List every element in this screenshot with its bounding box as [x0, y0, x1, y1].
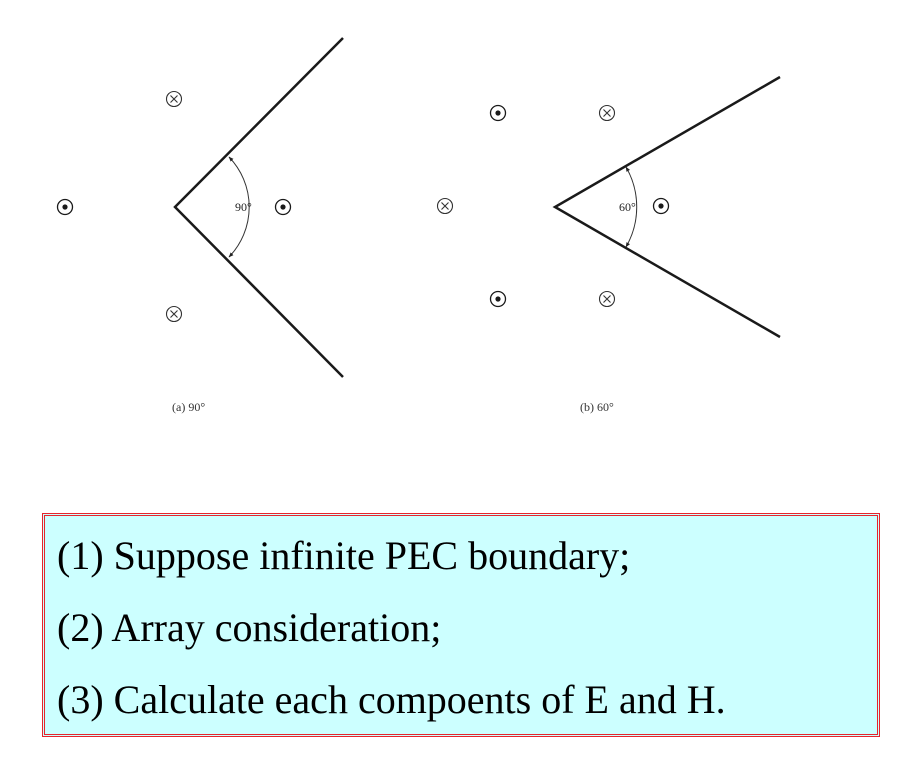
step-3: (3) Calculate each compoents of E and H.: [57, 677, 726, 722]
source-dot-b1: [489, 104, 507, 122]
step-1: (1) Suppose infinite PEC boundary;: [57, 533, 631, 578]
panel-b: 60° (b) 60°: [436, 75, 781, 414]
angle-arc-90: [228, 156, 250, 258]
source-dot-b3: [489, 290, 507, 308]
source-cross-b3: [598, 290, 616, 308]
source-cross-a1: [165, 90, 183, 108]
angle-label-60: 60°: [619, 200, 636, 214]
source-cross-b2: [436, 197, 454, 215]
image-theory-figure: 90° (a) 90° 60°: [56, 37, 781, 414]
source-dot-a1: [56, 198, 74, 216]
pec-boundary-90: [173, 37, 344, 378]
pec-boundary-60: [552, 75, 781, 339]
steps-box: (1) Suppose infinite PEC boundary; (2) A…: [42, 513, 880, 737]
angle-label-90: 90°: [235, 200, 252, 214]
source-cross-a2: [165, 305, 183, 323]
source-cross-b1: [598, 104, 616, 122]
source-dot-b2: [652, 197, 670, 215]
caption-b: (b) 60°: [580, 400, 614, 414]
panel-a: 90° (a) 90°: [56, 37, 344, 414]
caption-a: (a) 90°: [172, 400, 205, 414]
angle-arc-60: [625, 166, 638, 248]
source-dot-a2: [274, 198, 292, 216]
step-2: (2) Array consideration;: [57, 605, 442, 650]
